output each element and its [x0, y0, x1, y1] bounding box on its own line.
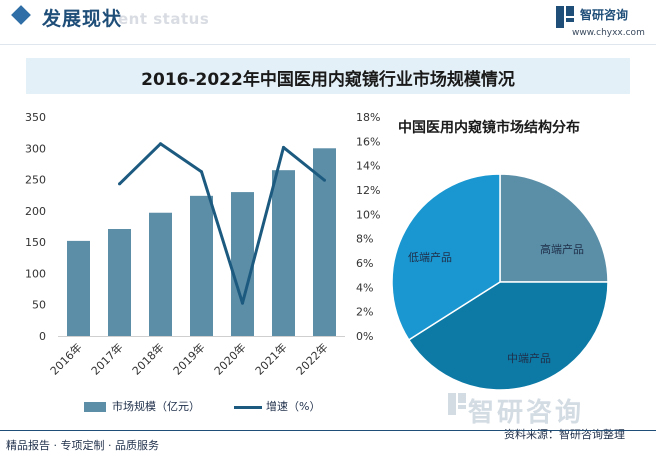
x-tick-label: 2019年: [170, 340, 207, 377]
bar: [149, 212, 172, 336]
diamond-icon: [11, 5, 31, 25]
data-source: 资料来源：智研咨询整理: [504, 428, 625, 441]
x-tick-label: 2016年: [47, 340, 84, 377]
legend-swatch-line: [234, 406, 262, 409]
y-left-tick-label: 350: [25, 111, 46, 124]
pie-slice: [499, 173, 609, 283]
growth-point: [282, 145, 285, 149]
brand-name: 智研咨询: [580, 8, 629, 22]
y-right-tick-label: 8%: [356, 233, 373, 246]
growth-point: [241, 301, 244, 305]
x-tick-label: 2021年: [252, 340, 289, 377]
bar: [272, 170, 295, 336]
growth-line: [118, 142, 326, 305]
chart-title: 2016-2022年中国医用内窥镜行业市场规模情况: [141, 70, 515, 90]
header-ghost-text: ent status: [118, 10, 210, 28]
x-tick-label: 2017年: [88, 340, 125, 377]
x-tick-label: 2020年: [211, 340, 248, 377]
bar: [190, 195, 213, 336]
y-left-tick-label: 50: [32, 299, 46, 312]
market-size-chart: 0 50 100 150 200 250 300 350 0% 2% 4% 6% 8% 10% 12% 14%…: [25, 111, 380, 378]
y-right-tick-label: 0%: [356, 330, 373, 343]
growth-point: [200, 170, 203, 174]
x-tick-label: 2018年: [129, 340, 166, 377]
brand-logo-icon: [556, 6, 574, 28]
legend-label-market-size: 市场规模（亿元）: [112, 400, 200, 413]
pie-slice-label: 高端产品: [540, 242, 584, 256]
footer-tagline: 精品报告 · 专项定制 · 品质服务: [6, 439, 159, 452]
y-right-tick-label: 10%: [356, 208, 380, 221]
brand-url[interactable]: www.chyxx.com: [572, 28, 645, 38]
y-left-tick-label: 100: [25, 267, 46, 280]
y-left-tick-label: 250: [25, 174, 46, 187]
growth-point: [118, 182, 121, 186]
y-right-tick-label: 6%: [356, 257, 373, 270]
footer-divider: [0, 430, 656, 431]
pie-slice-label: 中端产品: [507, 351, 551, 365]
watermark-logo-icon: [448, 393, 466, 415]
y-right-tick-label: 12%: [356, 184, 380, 197]
y-left-tick-label: 300: [25, 142, 46, 155]
watermark-text: 智研咨询: [468, 398, 585, 428]
y-right-tick-label: 16%: [356, 135, 380, 148]
legend-label-growth: 增速（%）: [266, 400, 321, 413]
y-right-tick-label: 18%: [356, 111, 380, 124]
bar: [108, 229, 131, 336]
page-header: ent status 发展现状 智研咨询 www.chyxx.com: [0, 0, 656, 44]
y-right-tick-label: 14%: [356, 160, 380, 173]
y-right-tick-label: 4%: [356, 281, 373, 294]
chart-title-banner: 2016-2022年中国医用内窥镜行业市场规模情况: [26, 58, 630, 94]
header-divider: [0, 44, 656, 45]
legend-swatch-bar: [84, 402, 106, 412]
pie-slice-label: 低端产品: [408, 250, 452, 264]
pie-slice: [391, 173, 501, 341]
y-left-tick-label: 0: [39, 330, 46, 343]
bar: [231, 192, 254, 336]
growth-point: [159, 142, 162, 146]
growth-point: [323, 178, 326, 182]
section-title: 发展现状: [42, 8, 123, 30]
y-left-tick-label: 200: [25, 205, 46, 218]
pie-chart-title: 中国医用内窥镜市场结构分布: [398, 120, 580, 136]
y-right-tick-label: 2%: [356, 306, 373, 319]
x-tick-label: 2022年: [293, 340, 330, 377]
bar: [313, 148, 336, 336]
y-left-tick-label: 150: [25, 236, 46, 249]
bar: [67, 240, 90, 336]
